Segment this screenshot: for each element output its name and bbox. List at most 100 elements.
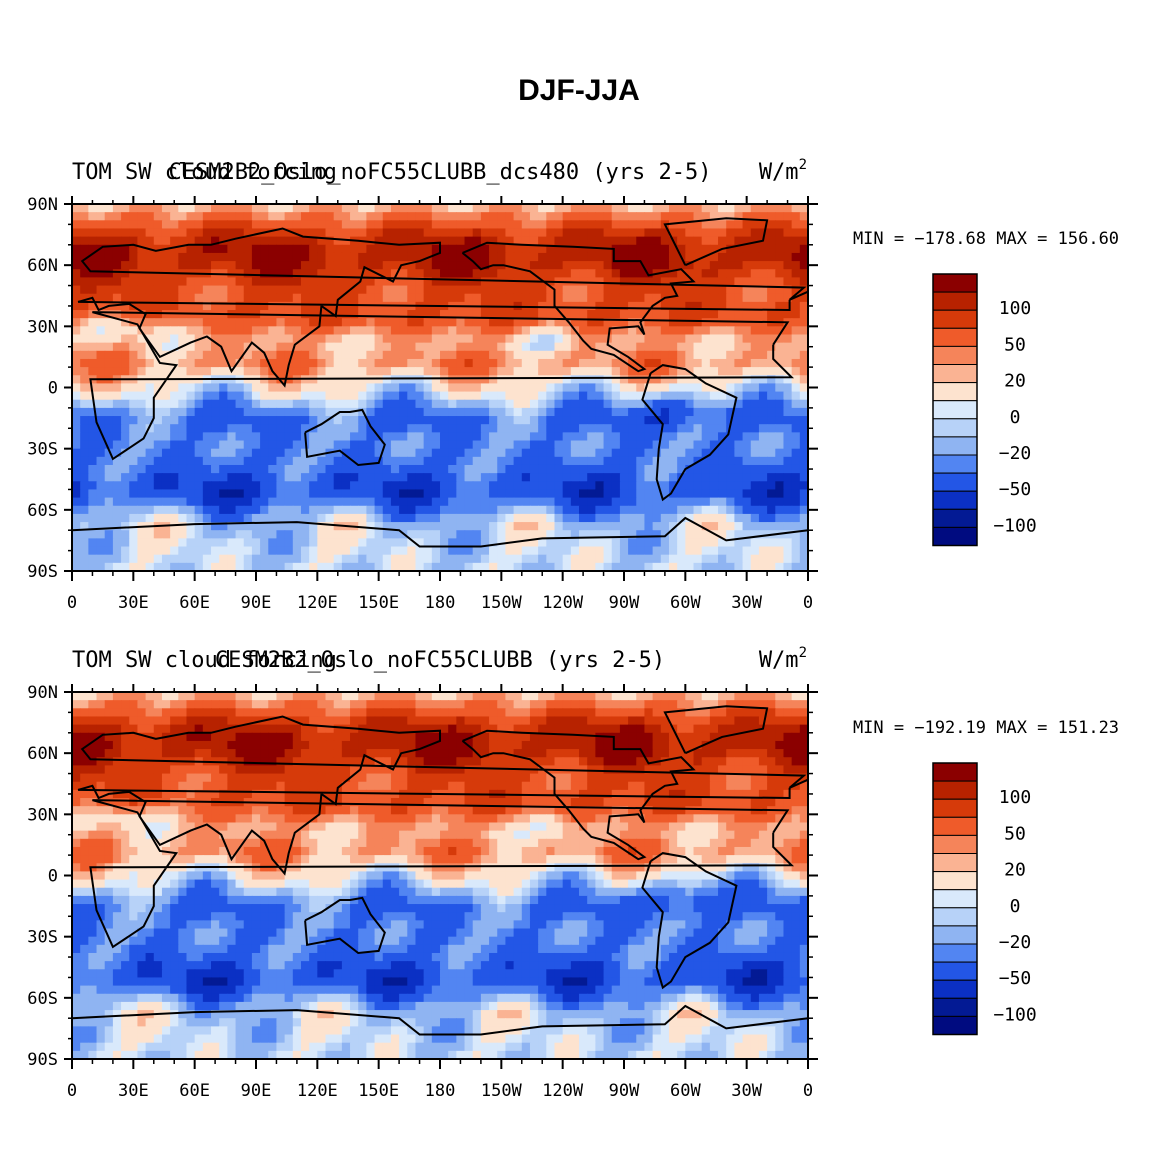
field-cell (251, 716, 261, 726)
field-cell (611, 464, 621, 474)
field-cell (660, 530, 670, 539)
field-cell (611, 546, 621, 556)
field-cell (211, 692, 220, 701)
field-cell (636, 522, 646, 531)
field-cell (194, 391, 204, 401)
field-cell (211, 228, 220, 238)
field-cell (243, 285, 253, 295)
field-cell (211, 252, 220, 262)
field-cell (374, 562, 384, 572)
field-cell (538, 489, 547, 499)
field-cell (227, 497, 237, 507)
field-cell (96, 350, 106, 360)
field-cell (292, 252, 302, 262)
field-cell (546, 448, 556, 458)
field-cell (546, 358, 556, 368)
field-cell (628, 424, 637, 433)
field-cell (145, 334, 155, 344)
field-cell (758, 448, 768, 458)
field-cell (382, 456, 392, 466)
field-cell (587, 464, 596, 474)
field-cell (341, 318, 351, 327)
field-cell (521, 318, 531, 327)
field-cell (104, 432, 114, 442)
field-cell (472, 367, 482, 376)
field-cell (211, 220, 220, 230)
field-cell (791, 538, 801, 548)
field-cell (693, 367, 703, 376)
field-cell (80, 732, 89, 742)
field-cell (497, 318, 507, 327)
field-cell (513, 481, 523, 491)
field-cell (415, 399, 425, 409)
field-cell (194, 554, 204, 564)
field-cell (546, 310, 556, 319)
field-cell (112, 383, 122, 393)
field-cell (145, 424, 155, 433)
field-cell (268, 562, 278, 572)
field-cell (464, 212, 474, 221)
field-cell (529, 204, 539, 213)
field-cell (521, 244, 531, 254)
field-cell (186, 489, 196, 499)
field-cell (668, 252, 678, 262)
field-cell (562, 375, 572, 385)
field-cell (276, 204, 286, 213)
field-cell (799, 236, 809, 246)
field-cell (251, 367, 261, 376)
field-cell (440, 220, 449, 230)
field-cell (161, 530, 171, 539)
field-cell (399, 236, 408, 246)
field-cell (570, 700, 580, 709)
field-cell (333, 456, 343, 466)
field-cell (750, 277, 760, 287)
field-cell (677, 692, 686, 701)
field-cell (546, 562, 556, 572)
field-cell (96, 522, 106, 531)
field-cell (718, 546, 727, 556)
field-cell (587, 497, 596, 507)
field-cell (260, 367, 269, 376)
field-cell (112, 473, 122, 482)
field-cell (513, 269, 523, 278)
field-cell (652, 440, 662, 450)
field-cell (668, 326, 678, 336)
field-cell (260, 497, 269, 507)
field-cell (268, 497, 278, 507)
field-cell (186, 326, 196, 336)
field-cell (701, 716, 711, 726)
field-cell (448, 342, 457, 352)
field-cell (112, 562, 122, 572)
field-cell (628, 513, 637, 523)
field-cell (431, 440, 441, 450)
field-cell (513, 448, 523, 458)
field-cell (628, 546, 637, 556)
field-cell (219, 252, 228, 262)
field-cell (186, 546, 196, 556)
field-cell (407, 318, 417, 327)
field-cell (742, 562, 752, 572)
lon-tick-label: 150E (358, 593, 399, 613)
field-cell (431, 757, 441, 766)
field-cell (80, 497, 89, 507)
field-cell (644, 228, 654, 238)
field-cell (227, 538, 237, 548)
field-cell (742, 350, 752, 360)
field-cell (652, 692, 662, 701)
field-cell (554, 716, 564, 726)
field-cell (546, 716, 556, 726)
field-cell (153, 505, 163, 515)
field-cell (350, 481, 359, 491)
field-cell (260, 522, 269, 531)
field-cell (366, 456, 376, 466)
field-cell (374, 530, 384, 539)
field-cell (129, 432, 139, 442)
field-cell (292, 749, 302, 758)
field-cell (268, 334, 278, 344)
field-cell (677, 375, 686, 385)
field-cell (538, 375, 547, 385)
field-cell (104, 716, 114, 726)
field-cell (799, 692, 809, 701)
field-cell (668, 204, 678, 213)
field-cell (734, 473, 744, 482)
